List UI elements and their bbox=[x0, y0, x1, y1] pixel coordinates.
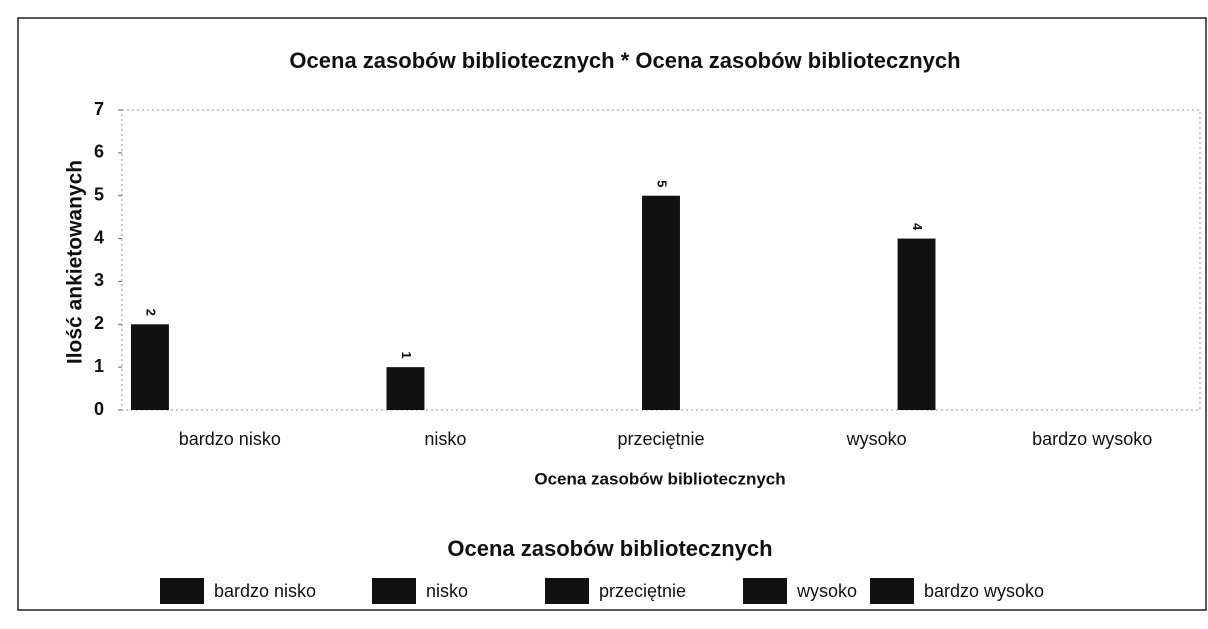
x-tick-label: bardzo wysoko bbox=[1032, 429, 1152, 449]
y-tick-label: 3 bbox=[94, 270, 104, 290]
legend-swatch bbox=[160, 578, 204, 604]
bar bbox=[386, 367, 425, 410]
legend-swatch bbox=[372, 578, 416, 604]
x-axis-title: Ocena zasobów bibliotecznych bbox=[534, 469, 785, 488]
legend-label: wysoko bbox=[796, 581, 857, 601]
x-tick-label: wysoko bbox=[846, 429, 907, 449]
x-tick-label: bardzo nisko bbox=[179, 429, 281, 449]
y-tick-label: 6 bbox=[94, 142, 104, 162]
legend-label: bardzo nisko bbox=[214, 581, 316, 601]
data-label: 4 bbox=[910, 223, 925, 231]
bar bbox=[131, 324, 169, 410]
y-axis-title: Ilość ankietowanych bbox=[64, 160, 87, 364]
x-tick-label: przeciętnie bbox=[617, 429, 704, 449]
data-label: 1 bbox=[399, 352, 414, 359]
legend-title: Ocena zasobów bibliotecznych bbox=[447, 536, 772, 561]
x-tick-label: nisko bbox=[424, 429, 466, 449]
y-tick-label: 7 bbox=[94, 99, 104, 119]
legend-label: przeciętnie bbox=[599, 581, 686, 601]
legend-swatch bbox=[743, 578, 787, 604]
legend-label: nisko bbox=[426, 581, 468, 601]
legend-swatch bbox=[870, 578, 914, 604]
chart-title: Ocena zasobów bibliotecznych * Ocena zas… bbox=[289, 48, 960, 73]
legend-label: bardzo wysoko bbox=[924, 581, 1044, 601]
legend-swatch bbox=[545, 578, 589, 604]
chart-frame bbox=[17, 17, 1207, 611]
data-label: 2 bbox=[144, 309, 159, 316]
y-tick-label: 0 bbox=[94, 399, 104, 419]
y-tick-label: 1 bbox=[94, 356, 104, 376]
y-tick-label: 2 bbox=[94, 313, 104, 333]
y-tick-label: 4 bbox=[94, 227, 104, 247]
bar bbox=[897, 238, 936, 410]
y-tick-label: 5 bbox=[94, 184, 104, 204]
data-label: 5 bbox=[655, 180, 670, 187]
bar bbox=[642, 195, 680, 410]
